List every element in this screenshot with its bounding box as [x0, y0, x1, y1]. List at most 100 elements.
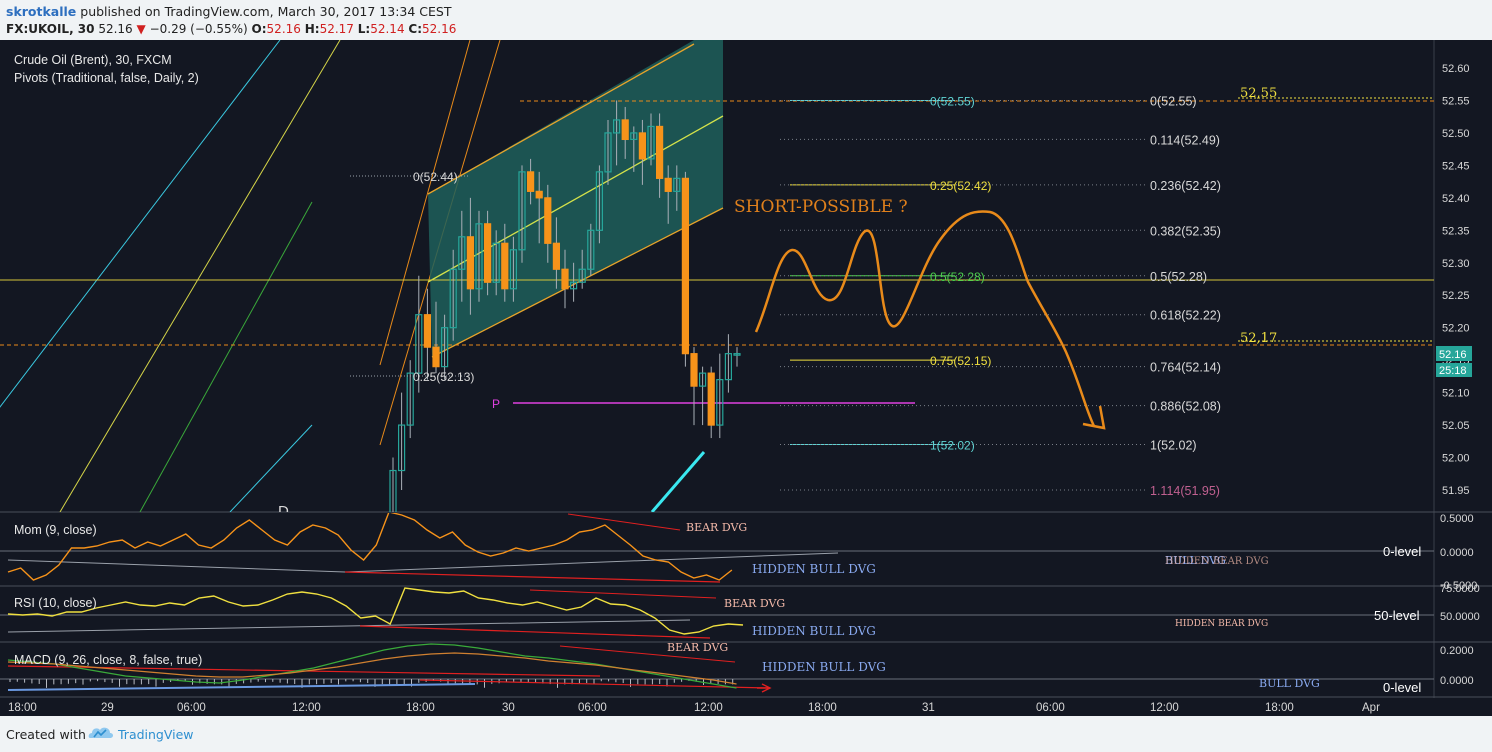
mom-gray-trend	[344, 552, 839, 573]
mom-bull-dvg-overlap: BULL DVG	[1165, 554, 1226, 567]
time-tick-label: Apr	[1362, 702, 1380, 714]
candle-body	[673, 177, 681, 192]
fib-mid-label: 0.5(52.28)	[930, 270, 985, 284]
price-tick-label: 52.00	[1442, 453, 1470, 465]
candle-body	[716, 379, 724, 426]
fan-line-cyan-1	[0, 40, 281, 408]
candle-body	[535, 190, 543, 199]
price-tick-label: 52.60	[1442, 63, 1470, 75]
rsi-pane: RSI (10, close) BEAR DVG HIDDEN BULL DVG…	[0, 583, 1480, 639]
macd-bull-dvg-label: BULL DVG	[1259, 677, 1320, 690]
candle-body	[681, 177, 690, 355]
candle-body	[561, 268, 569, 290]
price-tick-label: 52.35	[1442, 225, 1470, 237]
low-value: 52.14	[370, 22, 405, 36]
candle-body	[630, 132, 638, 141]
footer: Created with TradingView	[0, 716, 1492, 752]
candle-body	[647, 125, 655, 160]
channel-mid-line	[427, 115, 724, 283]
chart-canvas[interactable]: 0(52.44)0.25(52.13) 0(52.55)0.25(52.42)0…	[0, 40, 1492, 716]
legend-macd: MACD (9, 26, close, 8, false, true)	[14, 653, 202, 667]
main-price-pane: 0(52.44)0.25(52.13) 0(52.55)0.25(52.42)0…	[0, 40, 1434, 520]
macd-hidden-bull-label: HIDDEN BULL DVG	[762, 660, 886, 674]
macd-red-bear-line	[559, 645, 736, 663]
pivot-p-label: P	[492, 397, 500, 411]
macd-bear-dvg-label: BEAR DVG	[667, 641, 728, 654]
time-tick-label: 18:00	[808, 702, 837, 714]
candle-body	[604, 132, 612, 173]
fib-mid-label: 0(52.55)	[930, 94, 975, 108]
ohlc-line: FX:UKOIL, 30 52.16 ▼ −0.29 (−0.55%) O:52…	[6, 22, 456, 36]
macd-axis-0: 0.0000	[1440, 675, 1474, 687]
candle-body	[578, 268, 586, 283]
momentum-pane: Mom (9, close) BEAR DVG HIDDEN BULL DVG …	[0, 513, 1477, 592]
time-tick-label: 18:00	[8, 702, 37, 714]
fib-right-label: 0.382(52.35)	[1150, 224, 1221, 238]
short-possible-annotation: SHORT-POSSIBLE ?	[734, 197, 908, 217]
rsi-red-divergence	[359, 625, 711, 639]
fib-mid-label: 1(52.02)	[930, 439, 975, 453]
price-tick-label: 52.30	[1442, 258, 1470, 270]
fib-right-label: 0.886(52.08)	[1150, 400, 1221, 414]
price-change: −0.29 (−0.55%)	[149, 22, 248, 36]
mom-hidden-bear-overlap: HIDDEN BEAR DVG	[1165, 556, 1269, 567]
countdown-badge	[1436, 363, 1472, 377]
projection-path	[754, 210, 1096, 427]
tradingview-link[interactable]: TradingView	[118, 727, 194, 742]
author-link[interactable]: skrotkalle	[6, 4, 77, 19]
candle-body	[690, 353, 698, 387]
legend-rsi: RSI (10, close)	[14, 596, 97, 610]
price-tick-label: 52.25	[1442, 290, 1470, 302]
time-tick-label: 06:00	[177, 702, 206, 714]
legend-main: Crude Oil (Brent), 30, FXCM	[14, 53, 172, 67]
tradingview-logo-icon[interactable]	[88, 724, 114, 742]
channel-upper-line	[427, 43, 695, 195]
candle-body	[449, 268, 457, 329]
macd-axis-02: 0.2000	[1440, 645, 1474, 657]
mom-hidden-bull-label: HIDDEN BULL DVG	[752, 562, 876, 576]
last-price: 52.16	[98, 22, 133, 36]
level-label-5255: 52,55	[1240, 86, 1277, 101]
candle-body	[398, 424, 406, 472]
close-label: C:	[408, 22, 423, 36]
rsi-axis-75: 75.0000	[1440, 583, 1480, 595]
mom-bear-dvg-label: BEAR DVG	[686, 521, 747, 534]
high-label: H:	[304, 22, 320, 36]
candle-body	[475, 223, 483, 290]
fan-line-yellow	[59, 40, 341, 512]
candle-body	[441, 327, 449, 368]
candle-body	[509, 249, 517, 290]
candle-body	[415, 314, 423, 374]
price-tick-label: 52.45	[1442, 160, 1470, 172]
candle-body	[698, 372, 707, 387]
candle-body	[612, 119, 621, 134]
fib-right-label: 0.236(52.42)	[1150, 179, 1221, 193]
chart-header: skrotkalle published on TradingView.com,…	[0, 0, 1492, 40]
candle-body	[544, 197, 552, 244]
open-label: O:	[251, 22, 267, 36]
fib-left-group: 0(52.44) 0.25(52.13)	[350, 170, 474, 384]
price-tick-label: 52.20	[1442, 323, 1470, 335]
rsi-gray-trend	[7, 619, 691, 633]
candle-body	[595, 171, 604, 231]
candle-body	[569, 281, 578, 290]
down-arrow-icon: ▼	[136, 22, 146, 36]
d-mark-label: D	[278, 503, 289, 520]
macd-zero-level-label: 0-level	[1383, 680, 1421, 695]
high-value: 52.17	[319, 22, 354, 36]
macd-red-arrow	[757, 683, 772, 693]
fib-right-group: 0(52.55) 0.114(52.49) 0.236(52.42) 0.382(52…	[780, 94, 1221, 498]
price-tick-label: 51.95	[1442, 485, 1470, 497]
candle-body	[389, 469, 397, 512]
fan-line-orange-2	[379, 40, 471, 366]
fib-mid-label: 0.75(52.15)	[930, 354, 991, 368]
fib-right-label: 0(52.55)	[1150, 94, 1197, 108]
legend-pivots: Pivots (Traditional, false, Daily, 2)	[14, 71, 199, 85]
signal-line	[7, 652, 737, 685]
price-tick-label: 52.40	[1442, 193, 1470, 205]
projection-arrowhead	[1082, 405, 1106, 430]
mom-line	[7, 513, 733, 581]
time-tick-label: 12:00	[292, 702, 321, 714]
mom-red-divergence	[344, 571, 721, 583]
macd-pane: MACD (9, 26, close, 8, false, true) BEAR…	[0, 641, 1474, 695]
